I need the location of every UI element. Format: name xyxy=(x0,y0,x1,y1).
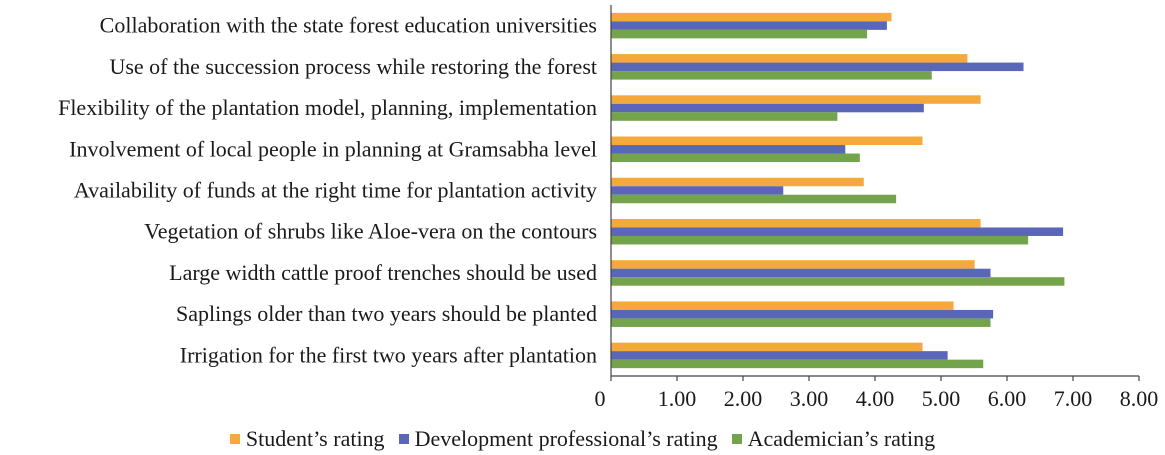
bar-student-s-rating-4 xyxy=(611,136,923,146)
bar-student-s-rating-5 xyxy=(611,177,864,187)
bar-development-professional-s-rating-7 xyxy=(611,268,991,278)
category-label: Flexibility of the plantation model, pla… xyxy=(58,95,597,120)
x-tick-label: 6.00 xyxy=(988,386,1027,411)
legend-item-academician: Academician’s rating xyxy=(731,426,936,452)
bar-academician-s-rating-5 xyxy=(611,194,897,204)
bar-academician-s-rating-3 xyxy=(611,112,838,121)
x-tick-label: 0 xyxy=(595,386,606,411)
bar-academician-s-rating-1 xyxy=(611,29,868,39)
x-tick-label: 5.00 xyxy=(922,386,961,411)
bar-development-professional-s-rating-5 xyxy=(611,186,784,195)
bar-academician-s-rating-6 xyxy=(611,235,1029,245)
x-tick-label: 2.00 xyxy=(724,386,763,411)
category-label: Availability of funds at the right time … xyxy=(74,178,597,203)
bars-group xyxy=(611,12,1065,369)
bar-student-s-rating-1 xyxy=(611,12,892,22)
x-tick-label: 1.00 xyxy=(658,386,697,411)
tick-labels: 0 1.00 2.00 3.00 4.00 5.00 6.00 7.00 8.00 xyxy=(595,386,1159,411)
legend-swatch-student xyxy=(229,434,240,444)
x-tick-label: 3.00 xyxy=(790,386,829,411)
legend: Student’s rating Development professiona… xyxy=(0,425,1165,453)
category-label: Use of the succession process while rest… xyxy=(109,54,597,79)
bar-development-professional-s-rating-4 xyxy=(611,145,846,154)
category-label: Large width cattle proof trenches should… xyxy=(169,260,597,285)
category-label: Vegetation of shrubs like Aloe-vera on t… xyxy=(144,219,597,244)
legend-label-development-professional: Development professional’s rating xyxy=(414,426,718,451)
bar-student-s-rating-8 xyxy=(611,301,954,310)
bar-development-professional-s-rating-9 xyxy=(611,351,948,360)
bar-student-s-rating-6 xyxy=(611,218,981,228)
bar-development-professional-s-rating-3 xyxy=(611,103,924,113)
bar-student-s-rating-9 xyxy=(611,342,923,352)
legend-swatch-development-professional xyxy=(398,434,409,444)
bar-academician-s-rating-7 xyxy=(611,277,1065,286)
legend-label-student: Student’s rating xyxy=(245,426,385,451)
bar-academician-s-rating-2 xyxy=(611,71,932,80)
bar-development-professional-s-rating-2 xyxy=(611,62,1024,72)
bar-student-s-rating-7 xyxy=(611,260,975,269)
bar-development-professional-s-rating-6 xyxy=(611,227,1064,236)
category-label: Collaboration with the state forest educ… xyxy=(100,13,597,38)
bar-development-professional-s-rating-8 xyxy=(611,309,994,319)
bar-academician-s-rating-8 xyxy=(611,318,991,327)
legend-item-student: Student’s rating xyxy=(229,426,385,452)
axes-group xyxy=(610,5,1140,381)
legend-swatch-academician xyxy=(731,434,742,444)
x-tick-label: 4.00 xyxy=(856,386,895,411)
legend-label-academician: Academician’s rating xyxy=(747,426,936,451)
category-label: Irrigation for the first two years after… xyxy=(180,342,597,367)
category-label: Involvement of local people in planning … xyxy=(69,136,597,161)
bar-academician-s-rating-4 xyxy=(611,153,860,163)
bar-academician-s-rating-9 xyxy=(611,359,984,369)
category-labels: Collaboration with the state forest educ… xyxy=(58,13,597,368)
x-tick-label: 8.00 xyxy=(1120,386,1159,411)
bar-student-s-rating-3 xyxy=(611,95,981,104)
bar-student-s-rating-2 xyxy=(611,54,968,63)
bar-development-professional-s-rating-1 xyxy=(611,21,887,30)
legend-item-development-professional: Development professional’s rating xyxy=(398,426,718,452)
x-tick-label: 7.00 xyxy=(1054,386,1093,411)
category-label: Saplings older than two years should be … xyxy=(176,301,597,326)
